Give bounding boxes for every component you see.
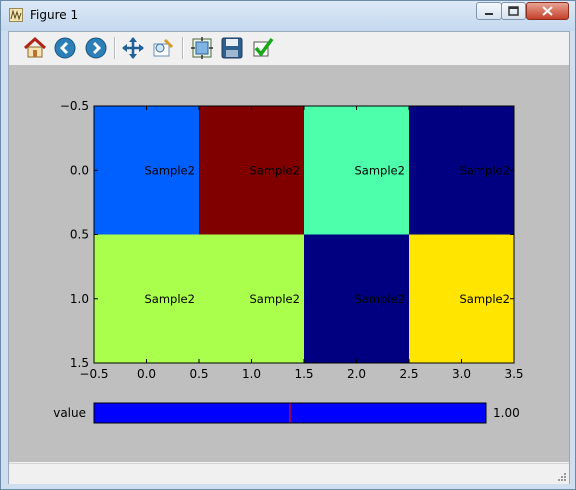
navigation-toolbar — [9, 32, 569, 64]
value-slider[interactable]: value 1.00 — [9, 65, 569, 462]
figure-canvas[interactable]: Sample2 Sample2 Sample2 Sample2 Sample2 Sampl… — [9, 65, 569, 462]
edit-button[interactable] — [251, 36, 275, 60]
figure-client-area: Sample2 Sample2 Sample2 Sample2 Sample2 Sampl… — [8, 31, 570, 484]
minimize-button[interactable] — [476, 2, 502, 20]
minimize-icon — [477, 3, 501, 19]
maximize-button[interactable] — [501, 2, 526, 20]
resize-grip-icon[interactable] — [557, 472, 567, 482]
checkmark-icon — [251, 36, 275, 60]
pan-icon — [121, 36, 145, 60]
forward-arrow-icon — [84, 36, 108, 60]
save-button[interactable] — [220, 36, 244, 60]
window-title: Figure 1 — [30, 8, 78, 22]
back-button[interactable] — [53, 36, 77, 60]
save-icon — [220, 36, 244, 60]
subplots-icon — [190, 36, 214, 60]
home-icon — [23, 36, 47, 60]
matplotlib-app-icon — [9, 8, 23, 22]
subplots-button[interactable] — [190, 36, 214, 60]
toolbar-separator — [182, 37, 184, 59]
zoom-button[interactable] — [151, 36, 175, 60]
home-button[interactable] — [23, 36, 47, 60]
close-button[interactable] — [526, 2, 569, 20]
toolbar-separator — [114, 37, 116, 59]
back-arrow-icon — [53, 36, 77, 60]
forward-button[interactable] — [84, 36, 108, 60]
slider-label: value — [53, 406, 86, 420]
close-icon — [527, 3, 568, 19]
zoom-to-rect-icon — [151, 36, 175, 60]
status-bar — [9, 463, 569, 484]
slider-value-text: 1.00 — [493, 406, 520, 420]
title-bar[interactable]: Figure 1 — [1, 1, 575, 31]
maximize-icon — [502, 3, 525, 19]
pan-button[interactable] — [121, 36, 145, 60]
